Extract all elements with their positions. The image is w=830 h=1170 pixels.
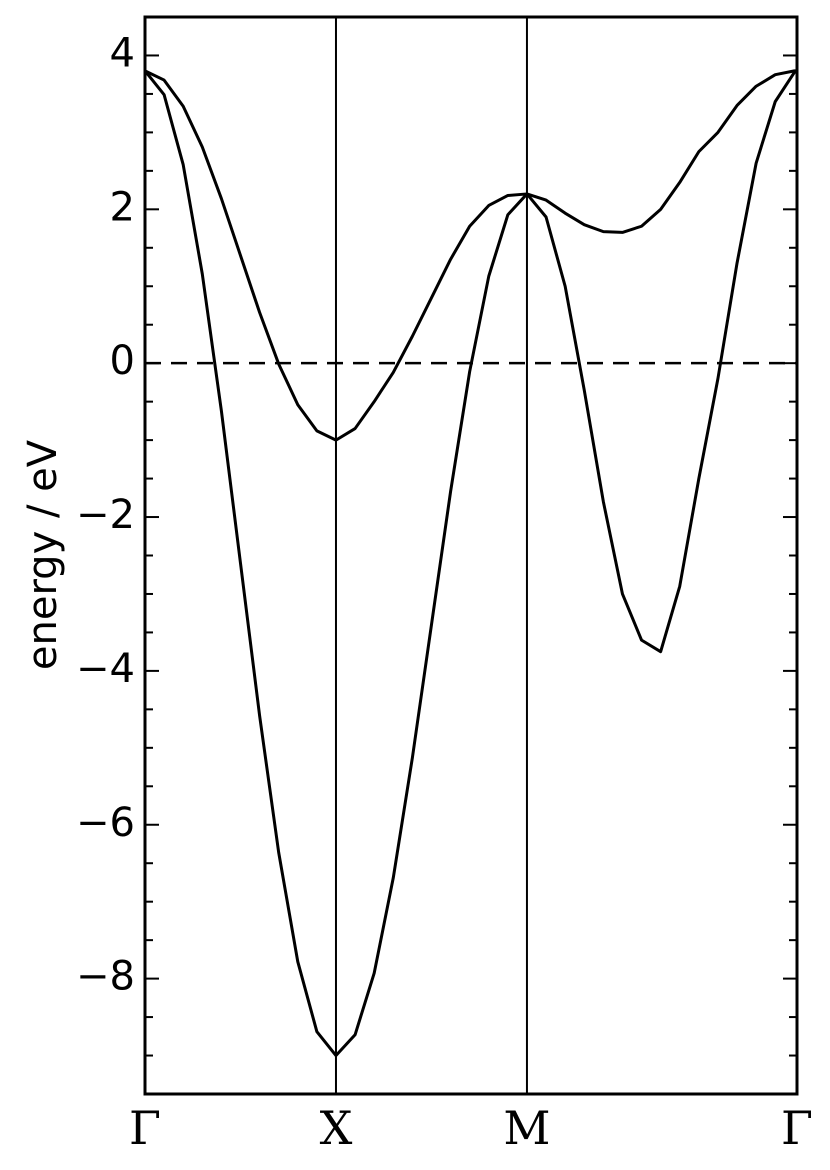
band-line [144, 69, 797, 442]
x-tick-label: X [320, 1101, 353, 1155]
y-tick-label: −4 [76, 646, 135, 692]
y-axis-label: energy / eV [20, 439, 66, 670]
x-tick-label: Γ [781, 1101, 813, 1155]
y-tick-label: 0 [110, 338, 135, 384]
y-tick-label: 2 [110, 184, 135, 230]
y-tick-label: −6 [76, 800, 135, 846]
band-line [143, 69, 798, 1058]
x-tick-label: M [503, 1101, 550, 1155]
plot-frame [143, 15, 799, 1096]
y-tick-label: 4 [110, 30, 135, 76]
x-tick-label: Γ [129, 1101, 161, 1155]
y-tick-label: −8 [76, 954, 135, 1000]
y-tick-label: −2 [76, 492, 135, 538]
